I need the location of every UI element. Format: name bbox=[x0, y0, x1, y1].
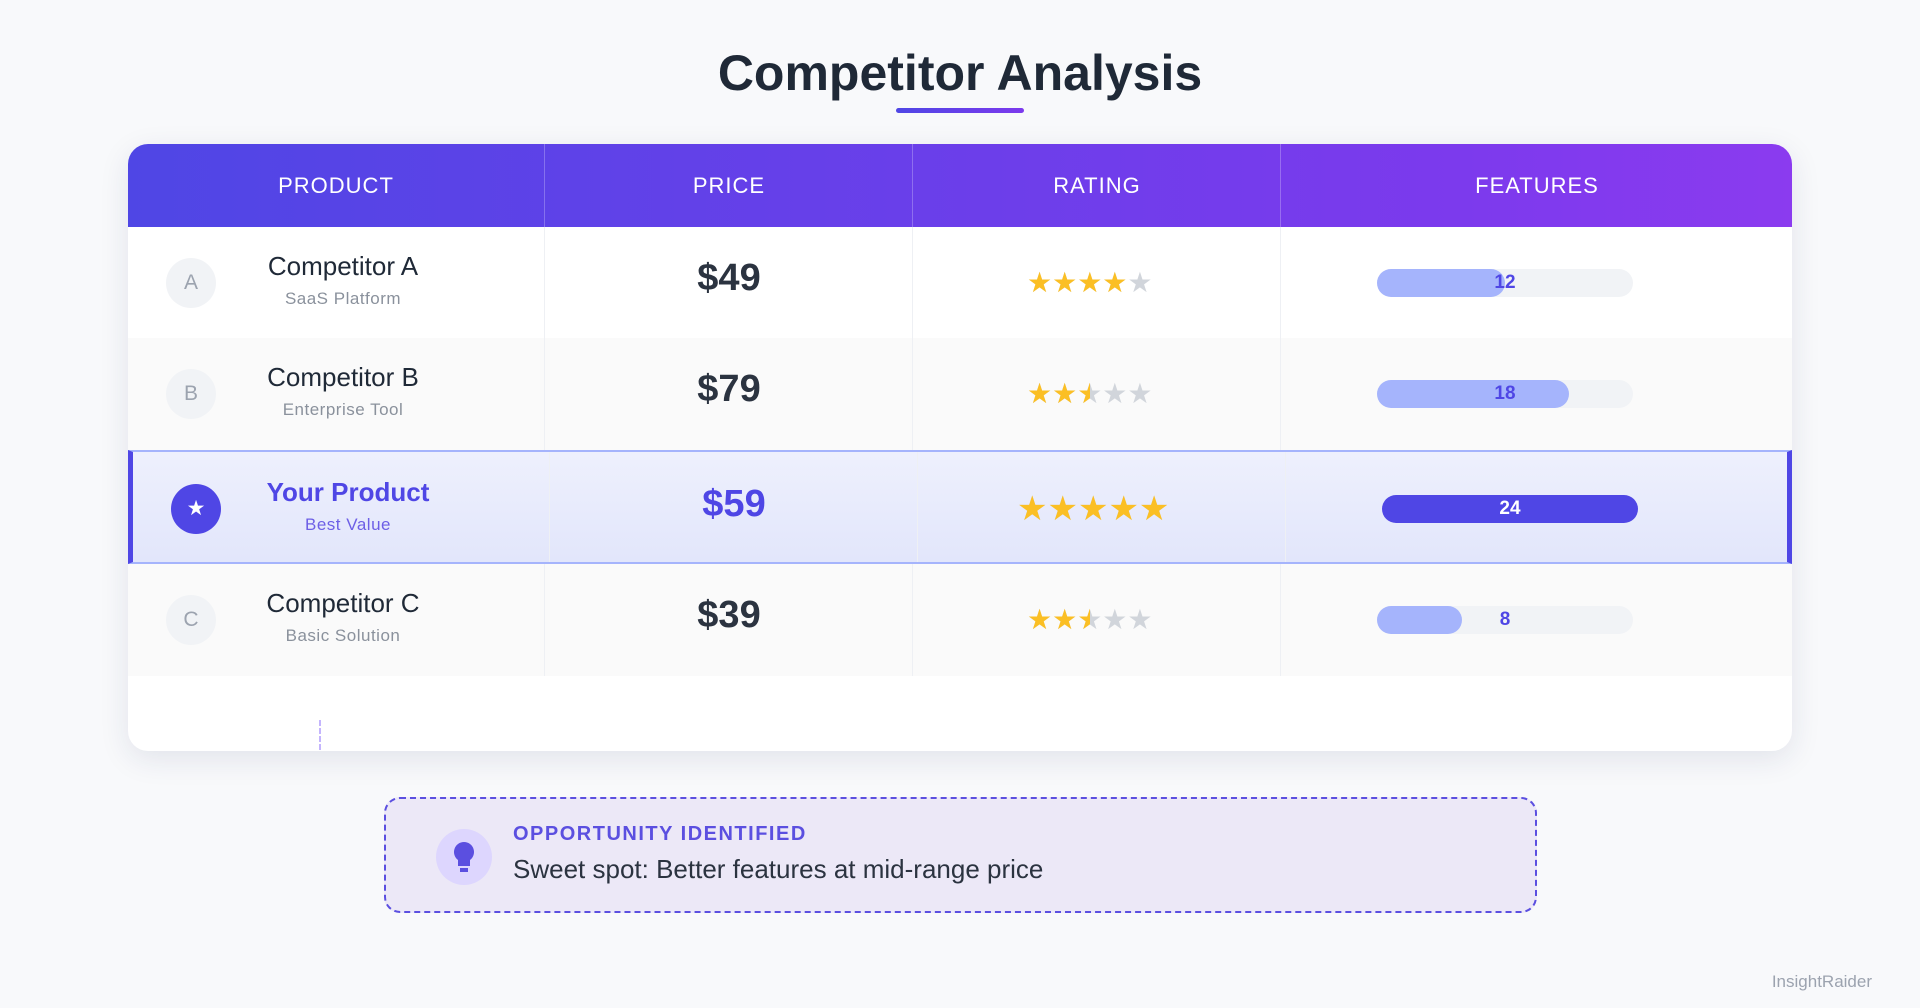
rating-stars: ★★★★★★★★★★ bbox=[1027, 603, 1153, 636]
price-cell: $39 bbox=[544, 564, 913, 676]
features-label: 24 bbox=[1499, 498, 1521, 519]
rating-cell: ★★★★★★★★★★ bbox=[912, 338, 1281, 450]
table-row: B Competitor B Enterprise Tool $79 ★★★★★★★★★… bbox=[128, 338, 1792, 450]
price-cell: $59 bbox=[549, 452, 918, 562]
features-cell: 24 bbox=[1285, 452, 1792, 562]
product-name: Your Product bbox=[266, 477, 430, 507]
title-underline bbox=[896, 108, 1024, 113]
price: $39 bbox=[697, 594, 761, 636]
product-cell: A Competitor A SaaS Platform bbox=[128, 227, 544, 338]
features-label: 18 bbox=[1494, 383, 1516, 404]
stars-empty: ★★★★★ bbox=[1027, 266, 1153, 298]
product-subtitle: Enterprise Tool bbox=[282, 400, 404, 419]
page-title: Competitor Analysis bbox=[717, 45, 1203, 101]
rating-cell: ★★★★★★★★★★ bbox=[912, 564, 1281, 676]
features-track: 12 bbox=[1377, 268, 1633, 297]
rating-stars: ★★★★★★★★★★ bbox=[1027, 377, 1153, 410]
rating-stars: ★★★★★★★★★★ bbox=[1017, 489, 1169, 529]
features-cell: 18 bbox=[1280, 338, 1792, 450]
features-cell: 12 bbox=[1280, 227, 1792, 338]
callout-text: Sweet spot: Better features at mid-range… bbox=[513, 854, 1044, 884]
features-bar bbox=[1377, 606, 1463, 634]
product-name: Competitor B bbox=[267, 362, 419, 392]
features-track: 24 bbox=[1382, 495, 1638, 523]
features-cell: 8 bbox=[1280, 564, 1792, 676]
product-name: Competitor A bbox=[267, 250, 419, 281]
column-header: PRICE bbox=[544, 144, 913, 227]
brand: InsightRaider bbox=[1771, 972, 1872, 991]
callout: OPPORTUNITY IDENTIFIED Sweet spot: Bette… bbox=[384, 797, 1537, 913]
badge: A bbox=[166, 257, 216, 308]
stars-filled: ★★★★★ bbox=[1027, 266, 1128, 298]
product-subtitle: SaaS Platform bbox=[284, 288, 402, 308]
rating-stars: ★★★★★★★★★★ bbox=[1027, 266, 1153, 299]
badge: C bbox=[166, 595, 216, 645]
star-badge: ★ bbox=[171, 484, 221, 534]
product-subtitle: Basic Solution bbox=[285, 626, 401, 645]
bulb bbox=[454, 842, 474, 872]
stars-empty: ★★★★★ bbox=[1017, 489, 1170, 528]
product-cell: ★ Your Product Best Value bbox=[133, 452, 549, 562]
stars-filled: ★★★★★ bbox=[1027, 604, 1090, 636]
rating-cell: ★★★★★★★★★★ bbox=[917, 452, 1286, 562]
stars-filled: ★★★★★ bbox=[1027, 378, 1090, 410]
product-name: Competitor C bbox=[266, 588, 420, 618]
stars-empty: ★★★★★ bbox=[1027, 378, 1153, 410]
features-bar bbox=[1377, 380, 1569, 408]
price: $49 bbox=[697, 256, 761, 299]
connector bbox=[319, 720, 321, 750]
features-label: 12 bbox=[1494, 271, 1516, 293]
table-card: PRODUCT PRICE RATING FEATURES A Competitor A… bbox=[128, 144, 1792, 751]
features-label: 8 bbox=[1499, 609, 1511, 630]
product-subtitle: Best Value bbox=[305, 515, 391, 534]
table-row: ★ Your Product Best Value $59 ★★★★★ ★★★★★ 24 bbox=[128, 450, 1792, 564]
product-cell: C Competitor C Basic Solution bbox=[128, 564, 544, 676]
stars-empty: ★★★★★ bbox=[1027, 604, 1153, 636]
column-header: PRODUCT bbox=[278, 173, 394, 198]
column-header: RATING bbox=[912, 144, 1281, 227]
stars-filled: ★★★★★ bbox=[1017, 489, 1170, 528]
bulb-icon bbox=[436, 829, 492, 885]
features-track: 8 bbox=[1377, 606, 1633, 634]
table-header: PRODUCT PRICE RATING FEATURES bbox=[128, 144, 1792, 227]
table-row: A Competitor A SaaS Platform $49 ★★★★★★★★★★ 1… bbox=[128, 227, 1792, 338]
price: $79 bbox=[697, 368, 761, 410]
callout-heading: OPPORTUNITY IDENTIFIED bbox=[513, 823, 807, 845]
features-bar bbox=[1382, 495, 1638, 523]
rating-cell: ★★★★★★★★★★ bbox=[912, 227, 1281, 338]
price-cell: $79 bbox=[544, 338, 913, 450]
price: $59 bbox=[702, 483, 766, 525]
column-header: FEATURES bbox=[1280, 144, 1792, 227]
price-cell: $49 bbox=[544, 227, 913, 338]
table-row: C Competitor C Basic Solution $39 ★★★★★★★★★★… bbox=[128, 564, 1792, 676]
product-cell: B Competitor B Enterprise Tool bbox=[128, 338, 544, 450]
badge: B bbox=[166, 369, 216, 419]
features-track: 18 bbox=[1377, 380, 1633, 408]
features-bar bbox=[1377, 268, 1505, 297]
